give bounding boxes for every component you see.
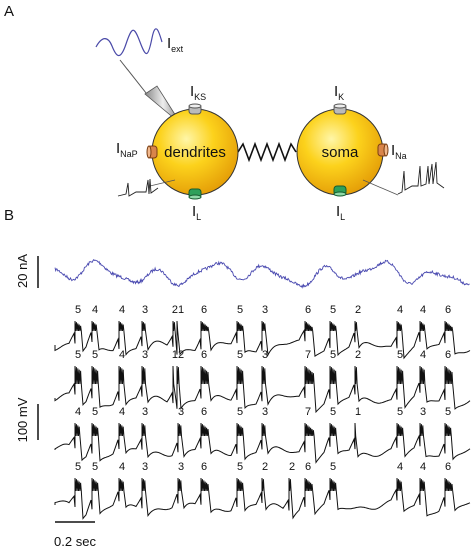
channel-side: [146, 145, 158, 159]
scale-label: 0.2 sec: [54, 534, 96, 549]
burst-count: 5: [75, 349, 81, 361]
burst-count: 5: [330, 304, 336, 316]
burst-count: 6: [201, 406, 207, 418]
external-current-trace: [95, 28, 163, 57]
burst-count: 6: [445, 349, 451, 361]
external-current-label: Iext: [167, 35, 184, 54]
burst-count: 3: [420, 406, 426, 418]
burst-count: 4: [397, 304, 403, 316]
burst-count: 21: [172, 304, 184, 316]
burst-count: 1: [355, 406, 361, 418]
burst-count: 3: [142, 304, 148, 316]
soma-voltage-trace: [397, 161, 445, 195]
burst-count: 3: [142, 406, 148, 418]
panel-label: A: [4, 3, 14, 20]
voltage-trace: [54, 422, 471, 464]
burst-count: 6: [305, 461, 311, 473]
scale-label: 20 nA: [15, 254, 30, 288]
burst-count: 3: [178, 461, 184, 473]
burst-count: 4: [119, 461, 125, 473]
channel-label: INaP: [116, 140, 138, 159]
burst-count: 6: [445, 304, 451, 316]
burst-count: 5: [92, 349, 98, 361]
burst-count: 6: [201, 304, 207, 316]
burst-count: 4: [119, 349, 125, 361]
channel-top: [333, 103, 347, 115]
scale-label: 100 mV: [15, 397, 30, 442]
burst-count: 4: [420, 304, 426, 316]
burst-count: 5: [75, 304, 81, 316]
channel-bottom: [333, 185, 347, 197]
panel-label: B: [4, 207, 14, 224]
input-current-trace: [54, 258, 470, 289]
voltage-trace: [54, 320, 471, 360]
compartment-label: dendrites: [164, 144, 226, 161]
burst-count: 3: [262, 406, 268, 418]
burst-count: 5: [237, 304, 243, 316]
channel-label: IL: [192, 203, 201, 222]
channel-label: IL: [336, 203, 345, 222]
burst-count: 5: [330, 461, 336, 473]
burst-count: 2: [355, 349, 361, 361]
burst-count: 5: [330, 406, 336, 418]
burst-count: 12: [172, 349, 184, 361]
voltage-trace: [54, 365, 471, 414]
burst-count: 3: [262, 349, 268, 361]
channel-side: [377, 143, 389, 157]
burst-count: 5: [92, 406, 98, 418]
burst-count: 4: [119, 304, 125, 316]
dendrite-voltage-trace: [117, 178, 159, 197]
channel-label: IKS: [190, 83, 206, 102]
burst-count: 7: [305, 406, 311, 418]
burst-count: 5: [237, 406, 243, 418]
coupling-spring: [237, 141, 297, 163]
electrode-wire: [119, 59, 151, 99]
voltage-trace: [54, 477, 471, 520]
burst-count: 4: [75, 406, 81, 418]
burst-count: 6: [201, 461, 207, 473]
burst-count: 6: [305, 304, 311, 316]
burst-count: 5: [237, 461, 243, 473]
burst-count: 4: [420, 349, 426, 361]
burst-count: 6: [445, 461, 451, 473]
channel-label: IK: [334, 83, 344, 102]
burst-count: 3: [142, 349, 148, 361]
burst-count: 3: [262, 304, 268, 316]
burst-count: 5: [75, 461, 81, 473]
burst-count: 4: [119, 406, 125, 418]
burst-count: 4: [420, 461, 426, 473]
burst-count: 2: [262, 461, 268, 473]
burst-count: 5: [237, 349, 243, 361]
burst-count: 4: [92, 304, 98, 316]
burst-count: 5: [92, 461, 98, 473]
recording-link: [362, 179, 399, 196]
channel-top: [188, 103, 202, 115]
burst-count: 5: [330, 349, 336, 361]
channel-label: INa: [391, 142, 407, 161]
burst-count: 6: [201, 349, 207, 361]
burst-count: 2: [289, 461, 295, 473]
electrode: [144, 85, 182, 125]
burst-count: 5: [397, 349, 403, 361]
burst-count: 3: [178, 406, 184, 418]
compartment-label: soma: [322, 144, 359, 161]
burst-count: 3: [142, 461, 148, 473]
burst-count: 5: [445, 406, 451, 418]
burst-count: 5: [397, 406, 403, 418]
burst-count: 4: [397, 461, 403, 473]
burst-count: 7: [305, 349, 311, 361]
channel-bottom: [188, 188, 202, 200]
burst-count: 2: [355, 304, 361, 316]
recording-link: [149, 179, 176, 187]
